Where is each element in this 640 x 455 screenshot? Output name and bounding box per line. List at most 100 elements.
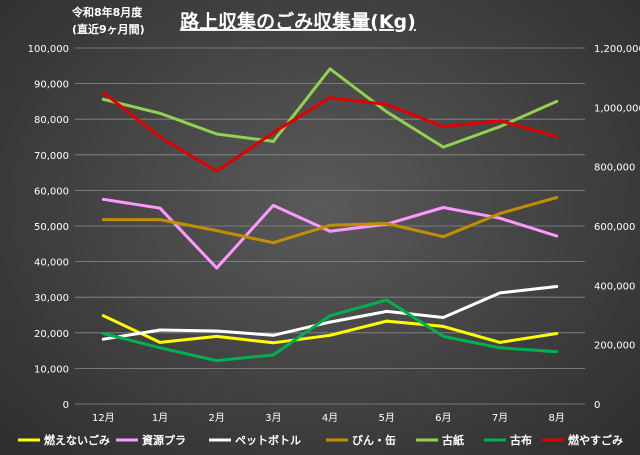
data-point [441,125,445,129]
data-point [555,350,559,354]
data-point [158,346,162,350]
data-point [158,111,162,115]
series-lines [101,67,559,363]
data-point [215,132,219,136]
data-point [101,197,105,201]
chart-title: 路上収集のごみ収集量(Kg) [180,10,416,33]
legend-label: 古布 [510,433,532,447]
left-tick-label: 70,000 [34,151,69,162]
data-point [271,333,275,337]
left-tick-label: 100,000 [28,44,69,55]
data-point [555,135,559,138]
legend-label: 燃えないごみ [43,433,110,447]
legend-label: 燃やすごみ [567,433,623,447]
data-point [271,131,275,134]
left-tick-label: 90,000 [34,80,69,91]
data-point [498,216,502,220]
data-point [385,298,389,302]
x-tick-label: 6月 [435,412,451,424]
left-tick-label: 40,000 [34,258,69,269]
left-tick-label: 0 [63,400,69,411]
data-point [385,310,389,313]
data-point [328,229,332,233]
legend-label: 古紙 [442,433,464,447]
data-point [271,353,275,357]
chart-subtitle-line-1: 令和8年8月度 [71,5,143,19]
legend-label: 資源プラ [142,433,186,447]
data-point [158,218,162,221]
data-point [271,341,275,345]
data-point [441,235,445,239]
data-point [215,169,219,173]
right-tick-label: 1,200,000 [594,44,640,55]
data-point [555,332,559,335]
data-point [101,332,105,335]
x-tick-label: 3月 [265,412,281,424]
right-tick-label: 600,000 [594,222,635,233]
left-tick-label: 60,000 [34,186,69,197]
data-point [441,334,445,338]
right-axis-ticks: 0 200,000 400,000 600,000 800,000 1,000,000 1,… [594,44,640,411]
data-point [328,67,332,71]
left-tick-label: 50,000 [34,222,69,233]
data-point [271,203,275,207]
legend-label: ペットボトル [235,433,301,447]
right-tick-label: 400,000 [594,281,635,292]
legend-label: びん・缶 [352,433,396,447]
data-point [215,266,219,270]
right-tick-label: 800,000 [594,163,635,174]
x-tick-label: 1月 [152,412,168,424]
data-point [271,241,275,245]
data-point [385,110,389,114]
data-point [215,229,219,233]
data-point [328,320,332,324]
data-point [101,91,105,94]
data-point [441,316,445,319]
right-tick-label: 200,000 [594,341,635,352]
data-point [441,206,445,209]
data-point [498,341,502,344]
data-point [555,196,559,199]
data-point [555,285,559,288]
data-point [328,314,332,318]
data-point [158,341,162,344]
left-tick-label: 10,000 [34,364,69,375]
data-point [101,97,105,101]
data-point [328,333,332,337]
data-point [385,222,389,225]
data-point [158,206,162,210]
data-point [215,359,219,362]
x-tick-label: 2月 [208,412,224,424]
data-point [498,119,502,123]
data-point [498,346,502,350]
data-point [555,234,559,238]
data-point [441,324,445,328]
left-tick-label: 20,000 [34,329,69,340]
data-point [215,334,219,338]
series-line-4 [101,67,559,149]
data-point [328,223,332,227]
x-tick-label: 5月 [378,412,394,424]
data-point [101,218,105,221]
x-axis-ticks: 12月 1月 2月 3月 4月 5月 6月 7月 8月 [92,412,565,424]
data-point [498,125,502,129]
data-point [441,145,445,149]
left-tick-label: 80,000 [34,115,69,126]
data-point [498,212,502,215]
x-tick-label: 4月 [322,412,338,424]
chart-subtitle-line-2: (直近9ヶ月間) [72,22,145,36]
data-point [101,337,105,341]
data-point [385,319,389,323]
left-tick-label: 30,000 [34,293,69,304]
data-point [101,314,105,318]
data-point [271,140,275,143]
data-point [158,328,162,332]
left-axis-ticks: 0 10,000 20,000 30,000 40,000 50,000 60,000 70,… [28,44,69,411]
series-line-2 [101,285,559,341]
data-point [215,329,219,333]
legend: 燃えないごみ 資源プラ ペットボトル びん・缶 古紙 古布 燃やすごみ [18,433,623,447]
data-point [498,291,502,295]
data-point [385,102,389,106]
right-tick-label: 0 [594,400,600,411]
